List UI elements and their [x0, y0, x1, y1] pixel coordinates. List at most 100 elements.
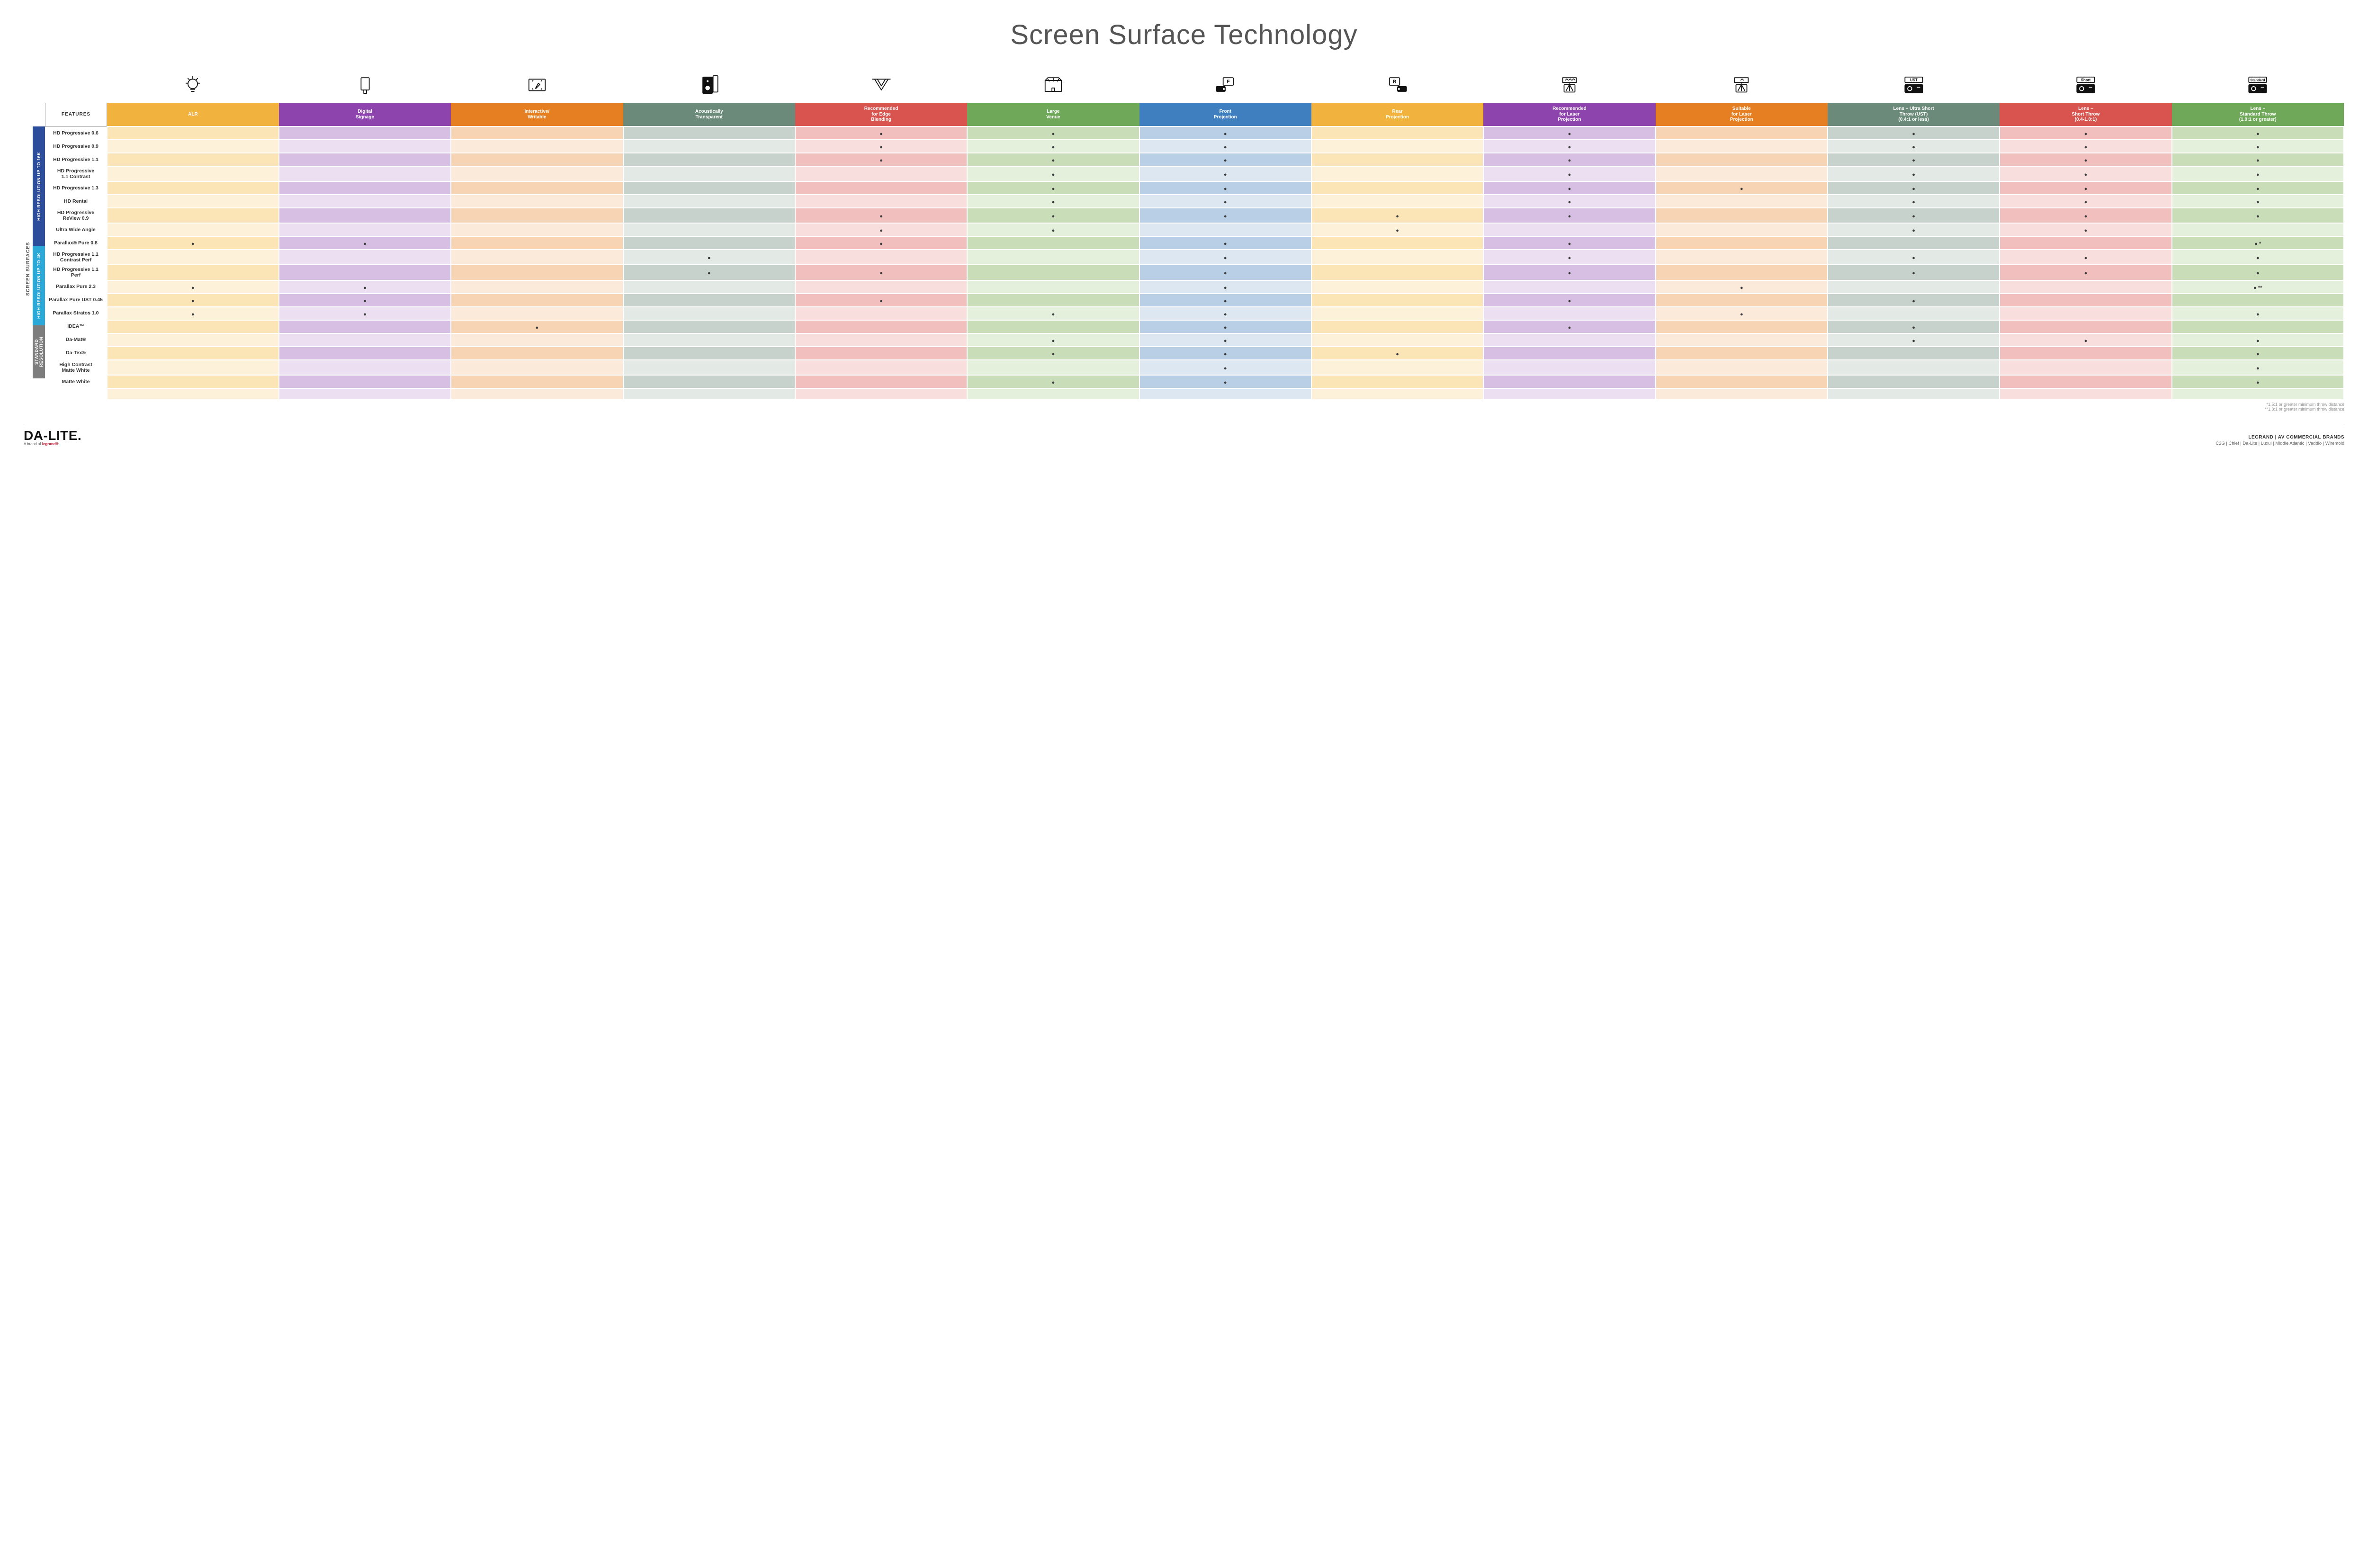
cell-write: [451, 140, 623, 153]
footnotes: *1.5:1 or greater minimum throw distance…: [45, 400, 2344, 412]
header-icon-edge: [795, 70, 967, 103]
cell-front: [1139, 126, 1311, 140]
cell-venue: [967, 181, 1139, 195]
cell-alr: [107, 208, 279, 223]
cell-acou: [623, 265, 795, 280]
row-label: Da-Mat®: [45, 333, 107, 347]
row-label: Parallax Pure 2.3: [45, 280, 107, 294]
cell-edge: [795, 294, 967, 307]
row-label: HD Progressive 1.1Contrast Perf: [45, 250, 107, 265]
header-icon-front: F: [1139, 70, 1311, 103]
cell-slaser: [1656, 236, 1828, 250]
cell-rear: [1311, 307, 1483, 320]
cell-slaser: [1656, 250, 1828, 265]
cell-short: [2000, 181, 2171, 195]
cell-edge: [795, 140, 967, 153]
cell-std: [2172, 347, 2344, 360]
cell-slaser: [1656, 280, 1828, 294]
cell-venue: [967, 195, 1139, 208]
cell-std: [2172, 375, 2344, 388]
cell-alr: [107, 280, 279, 294]
cell-slaser: [1656, 375, 1828, 388]
cell-edge: [795, 280, 967, 294]
cell-front: [1139, 153, 1311, 166]
cell-std: [2172, 265, 2344, 280]
cell-front: [1139, 181, 1311, 195]
brand-logo-block: DA‑LITE. A brand of legrand®: [24, 429, 81, 446]
cell-write: [451, 294, 623, 307]
cell-alr: [107, 375, 279, 388]
cell-sign: [279, 375, 451, 388]
col-header-ust: Lens – Ultra ShortThrow (UST)(0.4:1 or l…: [1828, 103, 2000, 126]
cell-slaser: [1656, 181, 1828, 195]
header-icon-slaser: [1656, 70, 1828, 103]
cell-rlaser: [1483, 333, 1655, 347]
cell-rear: [1311, 181, 1483, 195]
cell-sign: [279, 250, 451, 265]
cell-edge: [795, 181, 967, 195]
col-header-short: Lens –Short Throw(0.4-1.0:1): [2000, 103, 2171, 126]
cell-front: [1139, 347, 1311, 360]
cell-venue: [967, 153, 1139, 166]
svg-text:Standard: Standard: [2251, 78, 2265, 82]
cell-write: [451, 265, 623, 280]
spacer-cell: [279, 388, 451, 400]
cell-sign: [279, 280, 451, 294]
cell-alr: [107, 195, 279, 208]
cell-ust: [1828, 153, 2000, 166]
cell-short: [2000, 166, 2171, 181]
spacer-cell: [1656, 388, 1828, 400]
cell-write: [451, 223, 623, 236]
cell-write: [451, 320, 623, 333]
cell-venue: [967, 360, 1139, 375]
chart: SCREEN SURFACES HIGH RESOLUTION UP TO 16…: [24, 70, 2344, 412]
cell-rear: [1311, 375, 1483, 388]
group-label: HIGH RESOLUTION UP TO 4K: [33, 246, 45, 325]
cell-rear: [1311, 195, 1483, 208]
cell-front: [1139, 320, 1311, 333]
cell-std: [2172, 333, 2344, 347]
cell-slaser: [1656, 333, 1828, 347]
cell-slaser: [1656, 360, 1828, 375]
cell-sign: [279, 140, 451, 153]
cell-acou: [623, 360, 795, 375]
cell-acou: [623, 307, 795, 320]
group-label: HIGH RESOLUTION UP TO 16K: [33, 126, 45, 246]
cell-rlaser: [1483, 375, 1655, 388]
cell-rear: [1311, 347, 1483, 360]
cell-slaser: [1656, 265, 1828, 280]
cell-rear: [1311, 208, 1483, 223]
cell-std: ● *: [2172, 236, 2344, 250]
cell-std: [2172, 250, 2344, 265]
col-header-alr: ALR: [107, 103, 279, 126]
cell-acou: [623, 236, 795, 250]
cell-slaser: [1656, 347, 1828, 360]
cell-acou: [623, 181, 795, 195]
cell-sign: [279, 360, 451, 375]
cell-front: [1139, 294, 1311, 307]
cell-rear: [1311, 236, 1483, 250]
cell-venue: [967, 223, 1139, 236]
cell-slaser: [1656, 126, 1828, 140]
cell-short: [2000, 250, 2171, 265]
cell-rlaser: [1483, 265, 1655, 280]
cell-front: [1139, 223, 1311, 236]
cell-edge: [795, 307, 967, 320]
row-label: HD Progressive1.1 Contrast: [45, 166, 107, 181]
cell-alr: [107, 360, 279, 375]
cell-std: [2172, 126, 2344, 140]
cell-slaser: [1656, 208, 1828, 223]
cell-sign: [279, 294, 451, 307]
cell-ust: [1828, 126, 2000, 140]
cell-short: [2000, 153, 2171, 166]
cell-rear: [1311, 166, 1483, 181]
cell-write: [451, 347, 623, 360]
cell-venue: [967, 265, 1139, 280]
cell-short: [2000, 126, 2171, 140]
cell-ust: [1828, 307, 2000, 320]
spacer-cell: [2000, 388, 2171, 400]
row-label: Ultra Wide Angle: [45, 223, 107, 236]
row-label: Da-Tex®: [45, 347, 107, 360]
cell-rear: [1311, 153, 1483, 166]
cell-std: [2172, 360, 2344, 375]
